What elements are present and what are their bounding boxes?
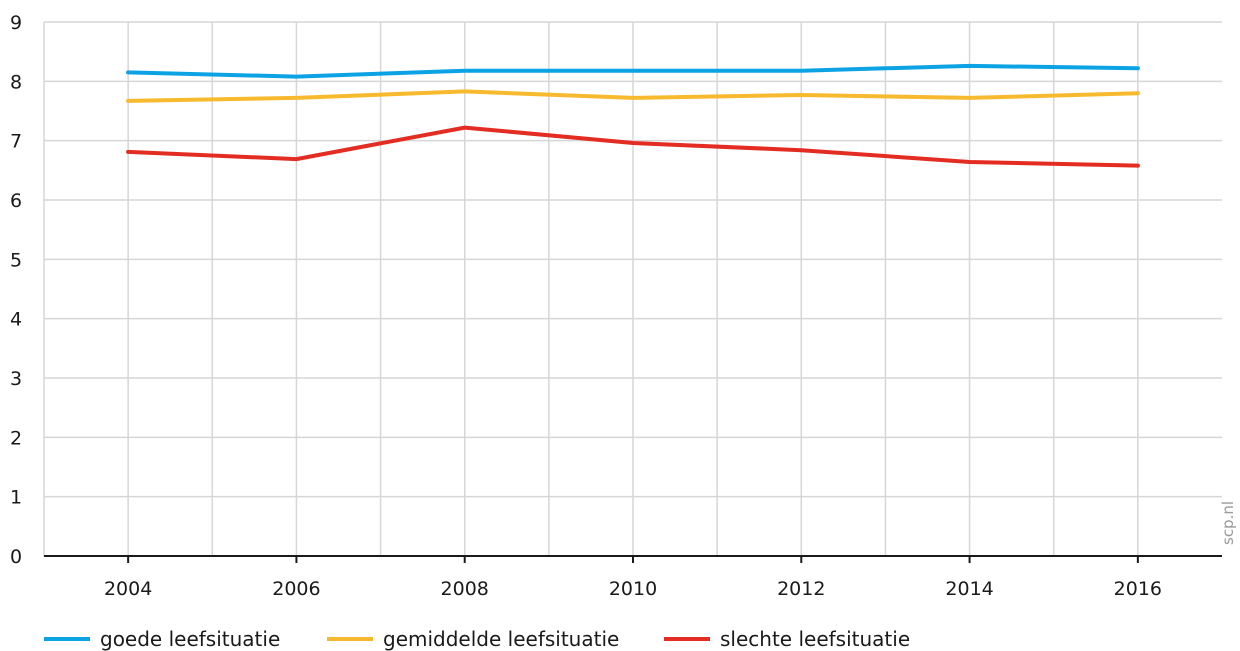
series-lines: [126, 63, 1140, 168]
data-point: [294, 96, 298, 100]
watermark-scp: scp.nl: [1219, 501, 1237, 545]
data-point: [631, 141, 635, 145]
data-point: [463, 69, 467, 73]
data-point: [294, 157, 298, 161]
y-tick-label: 1: [10, 487, 22, 509]
y-tick-label: 5: [10, 249, 22, 271]
x-tick-label: 2014: [945, 578, 993, 600]
axes: 0 1 2 3 4 5 6 7 8 9 2004 2006 2008 2010 2012 2014 2016: [10, 12, 1222, 600]
data-point: [1136, 164, 1140, 168]
series-line-1: [126, 63, 1140, 79]
data-point: [463, 89, 467, 93]
x-tick-label: 2012: [777, 578, 825, 600]
grid: [43, 21, 1222, 556]
data-point: [126, 99, 130, 103]
legend-label: slechte leefsituatie: [720, 627, 910, 651]
data-point: [1136, 91, 1140, 95]
data-point: [126, 70, 130, 74]
data-point: [968, 96, 972, 100]
y-tick-label: 3: [10, 368, 22, 390]
y-tick-label: 4: [10, 309, 22, 331]
data-point: [1136, 66, 1140, 70]
y-tick-label: 9: [10, 12, 22, 34]
series-line-2: [126, 89, 1140, 103]
data-point: [631, 96, 635, 100]
x-tick-label: 2008: [441, 578, 489, 600]
legend-label: goede leefsituatie: [100, 627, 280, 651]
data-point: [968, 160, 972, 164]
y-tick-label: 0: [10, 546, 22, 568]
data-point: [126, 150, 130, 154]
y-tick-label: 8: [10, 71, 22, 93]
data-point: [463, 126, 467, 130]
legend-label: gemiddelde leefsituatie: [383, 627, 619, 651]
data-point: [294, 75, 298, 79]
data-point: [799, 69, 803, 73]
data-point: [631, 69, 635, 73]
data-point: [799, 148, 803, 152]
y-tick-label: 7: [10, 131, 22, 153]
data-point: [968, 64, 972, 68]
x-tick-label: 2016: [1114, 578, 1162, 600]
series-line-3: [126, 125, 1140, 168]
x-tick-label: 2006: [272, 578, 320, 600]
x-tick-label: 2010: [609, 578, 657, 600]
y-tick-label: 2: [10, 427, 22, 449]
y-tick-label: 6: [10, 190, 22, 212]
x-tick-label: 2004: [104, 578, 152, 600]
legend: goede leefsituatie gemiddelde leefsituati…: [44, 627, 910, 651]
data-point: [799, 93, 803, 97]
